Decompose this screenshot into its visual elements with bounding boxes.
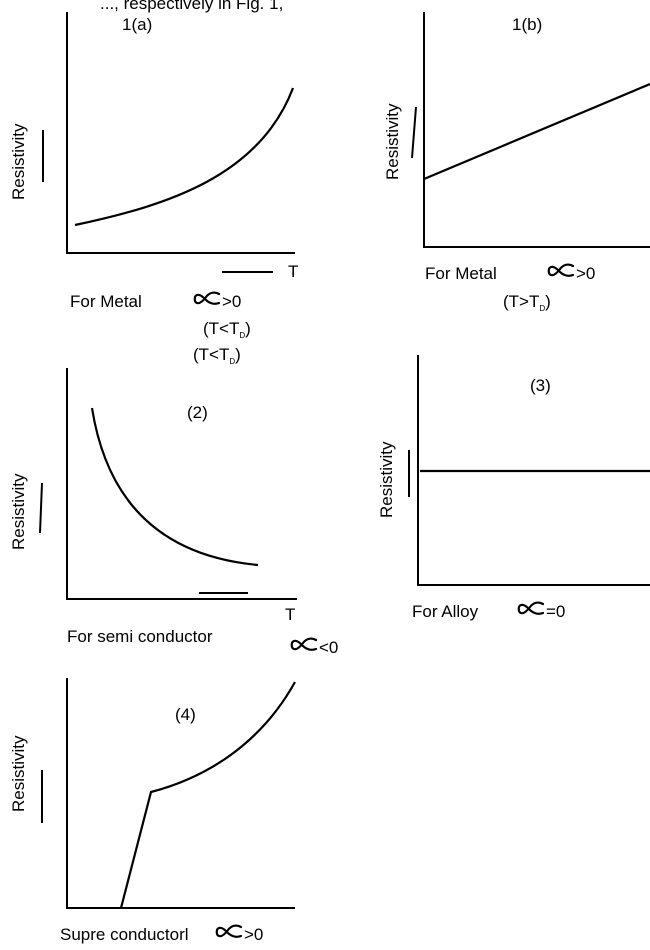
y-axis-tick bbox=[39, 482, 43, 534]
panel-4: (4) Resistivity Supre conductorl >0 bbox=[9, 678, 296, 944]
alpha-relation: >0 bbox=[576, 264, 595, 283]
alpha-relation: >0 bbox=[222, 292, 241, 311]
alpha-icon bbox=[193, 291, 221, 305]
panel-1b: 1(b) Resistivity For Metal >0 (T>TD) bbox=[383, 12, 650, 313]
caption: For semi conductor bbox=[67, 627, 213, 646]
caption: Supre conductorl bbox=[60, 925, 189, 944]
axes bbox=[417, 355, 650, 586]
condition: (T<TD) bbox=[193, 345, 241, 366]
resistivity-curve bbox=[74, 87, 295, 227]
panel-label: (3) bbox=[530, 376, 551, 395]
y-axis-label: Resistivity bbox=[9, 735, 28, 812]
alpha-relation: <0 bbox=[319, 638, 338, 657]
condition: (T<TD) bbox=[203, 319, 251, 340]
panel-label: (4) bbox=[175, 705, 196, 724]
panel-label: 1(a) bbox=[122, 15, 152, 34]
alpha-icon bbox=[215, 924, 243, 938]
caption: For Metal bbox=[425, 264, 497, 283]
y-axis-tick bbox=[411, 106, 417, 159]
axes bbox=[423, 12, 650, 248]
condition: (T>TD) bbox=[503, 292, 551, 313]
resistivity-curve bbox=[90, 407, 259, 567]
y-axis-label: Resistivity bbox=[9, 123, 28, 200]
panel-label: 1(b) bbox=[512, 15, 542, 34]
y-axis-label: Resistivity bbox=[9, 473, 28, 550]
resistivity-curve bbox=[119, 681, 296, 909]
alpha-relation: =0 bbox=[546, 602, 565, 621]
panel-label: (2) bbox=[187, 403, 208, 422]
axes bbox=[66, 368, 297, 600]
header-fragment: ..., respectively in Fig. 1, bbox=[100, 0, 283, 13]
x-axis-label: T bbox=[285, 605, 295, 624]
panel-3: (3) Resistivity For Alloy =0 bbox=[377, 355, 650, 621]
axes bbox=[66, 678, 295, 909]
caption: For Alloy bbox=[412, 602, 479, 621]
alpha-icon bbox=[547, 263, 575, 277]
caption: For Metal bbox=[70, 292, 142, 311]
alpha-icon bbox=[517, 601, 545, 615]
alpha-icon bbox=[290, 637, 318, 651]
resistivity-curve bbox=[423, 82, 650, 181]
panel-1a: 1(a) Resistivity T For Metal >0 (T<TD) (… bbox=[9, 12, 298, 366]
axes bbox=[66, 12, 295, 254]
y-axis-label: Resistivity bbox=[377, 441, 396, 518]
alpha-relation: >0 bbox=[244, 925, 263, 944]
y-axis-label: Resistivity bbox=[383, 103, 402, 180]
x-axis-label: T bbox=[288, 262, 298, 281]
panel-2: (2) Resistivity T For semi conductor <0 bbox=[9, 368, 338, 657]
